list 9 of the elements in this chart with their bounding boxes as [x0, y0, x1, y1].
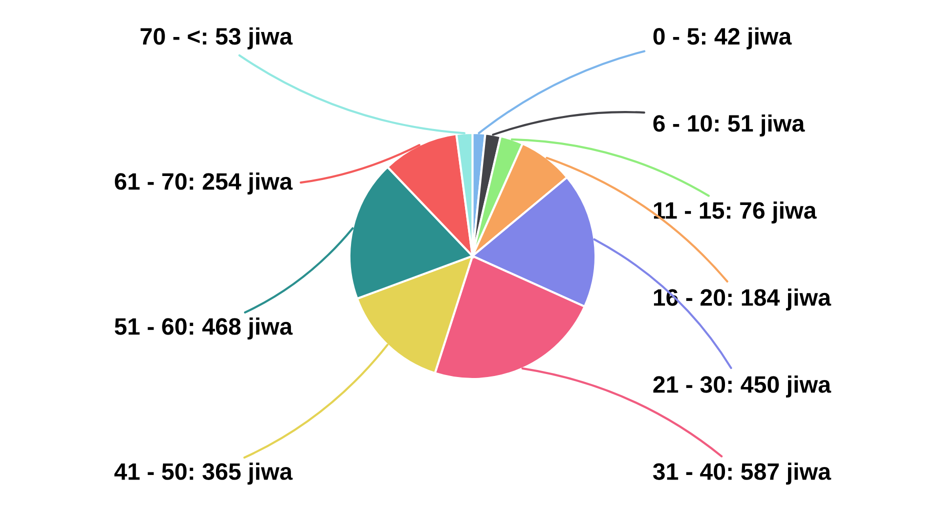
slice-label: 11 - 15: 76 jiwa [654, 201, 817, 224]
slice-label: 70 - <: 53 jiwa [140, 27, 293, 50]
slice-label: 0 - 5: 42 jiwa [653, 27, 792, 50]
slice-label: 51 - 60: 468 jiwa [114, 318, 293, 340]
slice-label: 31 - 40: 587 jiwa [653, 462, 832, 485]
slice-label: 6 - 10: 51 jiwa [653, 114, 805, 136]
slice-label: 41 - 50: 365 jiwa [114, 462, 293, 485]
slice-label: 61 - 70: 254 jiwa [114, 172, 293, 194]
slice-label: 21 - 30: 450 jiwa [653, 376, 832, 398]
